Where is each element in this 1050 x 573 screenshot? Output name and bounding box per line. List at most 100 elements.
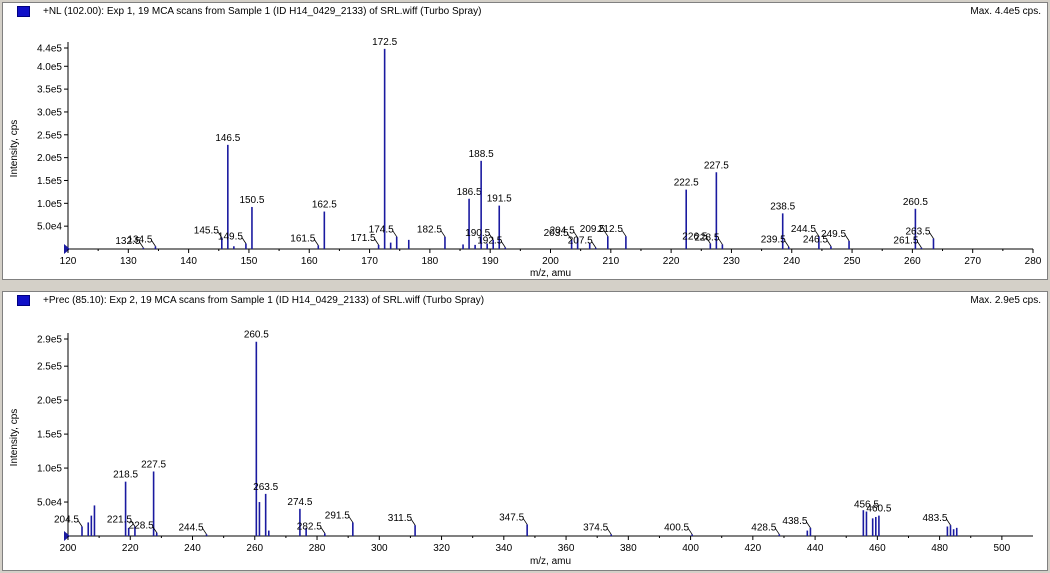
- peak-label: 226.5: [682, 232, 707, 243]
- peak-label-leader: [77, 520, 83, 527]
- x-tick-label: 360: [558, 543, 575, 554]
- peak-label: 221.5: [107, 514, 132, 525]
- axis-origin-marker: [64, 244, 70, 254]
- y-tick-label: 4.4e5: [37, 44, 62, 55]
- peak-label: 374.5: [583, 522, 608, 533]
- peak-label: 186.5: [457, 187, 482, 198]
- x-tick-label: 300: [371, 543, 388, 554]
- x-tick-label: 120: [60, 256, 77, 267]
- peak-label: 182.5: [417, 225, 442, 236]
- peak-label-leader: [152, 526, 158, 533]
- x-tick-label: 440: [807, 543, 824, 554]
- peak-label-leader: [606, 528, 612, 535]
- peak-label: 191.5: [487, 194, 512, 205]
- series-color-marker[interactable]: [17, 295, 30, 306]
- peak-label: 347.5: [499, 512, 524, 523]
- y-tick-label: 1.5e5: [37, 176, 62, 187]
- x-tick-label: 140: [180, 256, 197, 267]
- peak-label-leader: [500, 241, 506, 248]
- max-intensity-label: Max. 2.9e5 cps.: [970, 295, 1041, 306]
- peak-label: 204.5: [54, 514, 79, 525]
- peak-label-leader: [522, 518, 528, 525]
- peak-label-leader: [774, 528, 780, 535]
- peak-label: 212.5: [598, 224, 623, 235]
- peak-label-leader: [573, 231, 578, 238]
- peak-label: 174.5: [369, 225, 394, 236]
- x-tick-label: 340: [495, 543, 512, 554]
- x-tick-label: 270: [964, 256, 981, 267]
- x-tick-label: 250: [844, 256, 861, 267]
- series-color-marker[interactable]: [17, 6, 30, 17]
- peak-label-leader: [603, 229, 609, 237]
- y-tick-label: 3.0e5: [37, 107, 62, 118]
- y-tick-label: 2.5e5: [37, 362, 62, 373]
- spectrum-panel-nl[interactable]: +NL (102.00): Exp 1, 19 MCA scans from S…: [2, 2, 1048, 280]
- spectrum-panel-prec[interactable]: +Prec (85.10): Exp 2, 19 MCA scans from …: [2, 291, 1048, 571]
- spectrum-chart-prec[interactable]: 200 220 240 260 280 300 320 340 360 380 400 420 440 4…: [3, 292, 1047, 570]
- peak-label: 261.5: [893, 236, 918, 247]
- max-intensity-label: Max. 4.4e5 cps.: [970, 6, 1041, 17]
- spectrum-chart-nl[interactable]: 120 130 140 150 160 170 180 190 200 210 220 230 240 2…: [3, 3, 1047, 279]
- peak-label-leader: [844, 234, 850, 241]
- peak-label: 260.5: [244, 330, 269, 341]
- peak-label-leader: [929, 232, 934, 239]
- y-tick-label: 5.0e4: [37, 222, 62, 233]
- peak-label-leader: [320, 527, 326, 534]
- peak-label: 263.5: [253, 482, 278, 493]
- peak-label: 263.5: [905, 226, 930, 237]
- peak-label-leader: [946, 518, 951, 526]
- peak-label: 188.5: [469, 149, 494, 160]
- y-tick-label: 1.5e5: [37, 430, 62, 441]
- x-tick-label: 160: [301, 256, 318, 267]
- x-axis-title: m/z, amu: [530, 556, 571, 567]
- y-tick-label: 2.5e5: [37, 130, 62, 141]
- peak-label: 274.5: [287, 497, 312, 508]
- peak-label: 244.5: [178, 522, 203, 533]
- peak-label: 249.5: [821, 229, 846, 240]
- x-axis-title: m/z, amu: [530, 268, 571, 279]
- y-tick-label: 2.0e5: [37, 396, 62, 407]
- peak-label-leader: [348, 516, 354, 523]
- peak-label: 228.5: [129, 521, 154, 532]
- x-tick-label: 260: [246, 543, 263, 554]
- peak-label: 246.5: [803, 234, 828, 245]
- peak-label-leader: [814, 229, 820, 237]
- peak-label: 207.5: [568, 236, 593, 247]
- peak-label: 228.5: [694, 232, 719, 243]
- spectrum-title: +Prec (85.10): Exp 2, 19 MCA scans from …: [43, 295, 485, 306]
- peak-label: 134.5: [127, 234, 152, 245]
- x-tick-label: 170: [361, 256, 378, 267]
- x-tick-label: 400: [682, 543, 699, 554]
- peak-label: 222.5: [674, 178, 699, 189]
- peak-label: 204.5: [550, 226, 575, 237]
- x-tick-label: 240: [184, 543, 201, 554]
- peak-label-leader: [139, 241, 144, 249]
- peak-label: 260.5: [903, 197, 928, 208]
- peak-label-leader: [567, 233, 572, 241]
- x-tick-label: 230: [723, 256, 740, 267]
- peak-label-leader: [202, 528, 207, 535]
- peak-label: 149.5: [218, 232, 243, 243]
- peak-label: 218.5: [113, 470, 138, 481]
- x-tick-label: 210: [602, 256, 619, 267]
- y-tick-label: 1.0e5: [37, 199, 62, 210]
- x-tick-label: 280: [1025, 256, 1042, 267]
- peak-label: 132.5: [115, 236, 140, 247]
- peak-label-leader: [217, 231, 223, 238]
- x-tick-label: 480: [931, 543, 948, 554]
- peak-label-leader: [591, 241, 597, 248]
- x-tick-label: 280: [309, 543, 326, 554]
- x-tick-label: 220: [663, 256, 680, 267]
- peak-label: 428.5: [751, 522, 776, 533]
- peak-label: 150.5: [239, 195, 264, 206]
- peak-label: 456.5: [854, 500, 879, 511]
- y-axis-title: Intensity, cps: [9, 409, 20, 467]
- x-tick-label: 380: [620, 543, 637, 554]
- x-tick-label: 260: [904, 256, 921, 267]
- peak-label-leader: [488, 233, 494, 241]
- x-tick-label: 200: [542, 256, 559, 267]
- peak-label: 291.5: [325, 510, 350, 521]
- x-tick-label: 500: [994, 543, 1011, 554]
- peak-label: 190.5: [465, 228, 490, 239]
- peak-label-leader: [687, 528, 693, 535]
